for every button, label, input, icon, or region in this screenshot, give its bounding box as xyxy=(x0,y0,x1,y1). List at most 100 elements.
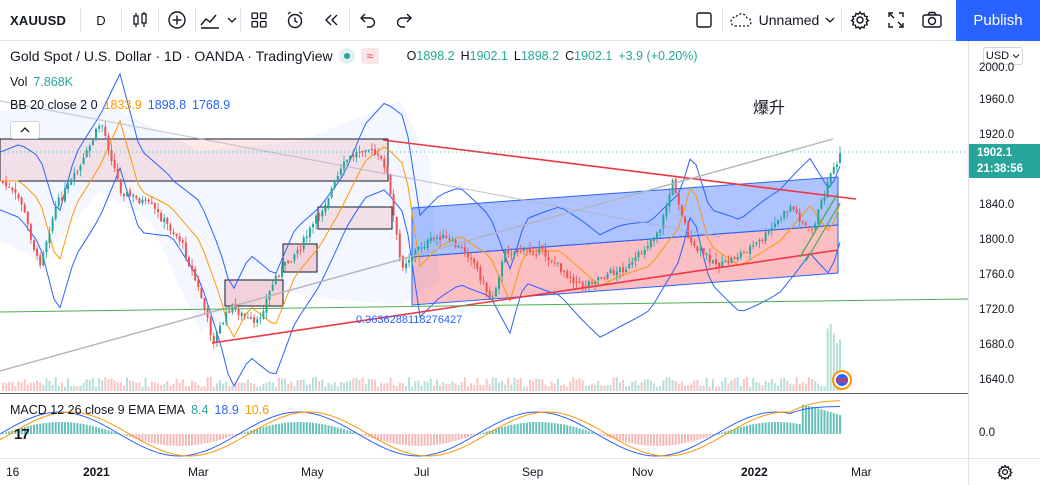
symbol-search-button[interactable]: XAUUSD xyxy=(10,12,67,28)
macd-histogram-bar xyxy=(79,423,82,434)
compare-symbol-button[interactable] xyxy=(159,0,195,41)
macd-histogram-bar xyxy=(203,434,206,444)
macd-histogram-bar xyxy=(622,434,624,442)
candle-body xyxy=(702,248,705,255)
volume-bar xyxy=(668,377,671,391)
time-tick: Mar xyxy=(188,465,209,479)
macd-signal-line[interactable] xyxy=(0,400,841,457)
bb-basis-line[interactable] xyxy=(0,119,841,339)
candle-body xyxy=(786,211,789,213)
volume-bar xyxy=(476,377,479,391)
symbol-legend[interactable]: Gold Spot / U.S. Dollar · 1D · OANDA · T… xyxy=(10,48,698,64)
candle-body xyxy=(488,290,491,299)
volume-bar xyxy=(727,383,730,391)
trendline-resistance[interactable] xyxy=(382,139,857,200)
chart-pane[interactable]: Gold Spot / U.S. Dollar · 1D · OANDA · T… xyxy=(0,41,968,458)
volume-bar xyxy=(814,381,817,391)
macd-histogram-bar xyxy=(463,434,466,439)
macd-histogram-bar xyxy=(346,430,349,434)
economic-event-icon[interactable] xyxy=(832,370,852,390)
channel-red-zone[interactable] xyxy=(411,224,839,306)
bb-lower-band[interactable] xyxy=(0,166,841,388)
volume-bar xyxy=(349,380,352,391)
box-drawing[interactable] xyxy=(317,206,393,230)
volume-bar xyxy=(163,384,166,391)
candle-body xyxy=(253,317,256,323)
interval-button[interactable]: D xyxy=(96,12,106,28)
fib-ratio-label[interactable]: 0.3636288118276427 xyxy=(356,314,463,326)
fullscreen-button[interactable] xyxy=(878,0,914,41)
macd-histogram-bar xyxy=(144,434,147,442)
macd-histogram-bar xyxy=(76,423,79,434)
macd-histogram-bar xyxy=(377,434,380,440)
indicators-button[interactable] xyxy=(196,0,240,41)
volume-bar xyxy=(175,378,178,391)
candle-body xyxy=(352,154,355,157)
macd-histogram-bar xyxy=(823,410,826,434)
volume-bar xyxy=(491,377,494,391)
bb-upper-band[interactable] xyxy=(0,72,841,290)
data-wave-icon: ≈ xyxy=(360,48,379,64)
trendline-gray-2[interactable] xyxy=(0,100,721,238)
box-drawing[interactable] xyxy=(282,243,318,273)
macd-histogram-bar xyxy=(529,422,531,434)
volume-bar xyxy=(482,385,485,391)
box-drawing[interactable] xyxy=(224,279,284,307)
volume-bar xyxy=(23,379,26,391)
horizontal-line-green[interactable] xyxy=(0,298,968,313)
price-chart[interactable] xyxy=(0,41,968,458)
settings-button[interactable] xyxy=(842,0,878,41)
chart-type-button[interactable] xyxy=(122,0,158,41)
macd-histogram-bar xyxy=(374,434,376,439)
volume-legend[interactable]: Vol 7.868K xyxy=(10,75,73,89)
macd-histogram-bar xyxy=(541,422,544,434)
macd-legend[interactable]: MACD 12 26 close 9 EMA EMA 8.4 18.9 10.6 xyxy=(10,403,269,417)
ohlc-open: 1898.2 xyxy=(416,49,455,63)
publish-button[interactable]: Publish xyxy=(956,0,1040,41)
macd-histogram-bar xyxy=(138,434,141,440)
macd-histogram-bar xyxy=(197,434,200,445)
volume-bar xyxy=(501,380,504,391)
layout-name-button[interactable]: Unnamed xyxy=(723,0,841,41)
snapshot-button[interactable] xyxy=(914,0,950,41)
layout-button[interactable] xyxy=(241,0,277,41)
candle-body xyxy=(327,198,330,207)
trendline-green[interactable] xyxy=(799,192,839,258)
macd-histogram-bar xyxy=(312,422,314,434)
redo-button[interactable] xyxy=(386,0,422,41)
macd-histogram-bar xyxy=(57,422,60,434)
macd-histogram-bar xyxy=(811,406,814,434)
macd-histogram-bar xyxy=(436,434,438,445)
macd-histogram-bar xyxy=(780,422,783,434)
candle-body xyxy=(54,206,57,219)
trendline-support[interactable] xyxy=(211,249,839,344)
macd-histogram-bar xyxy=(432,434,435,446)
macd-histogram-bar xyxy=(212,434,215,442)
currency-dropdown[interactable]: USD xyxy=(983,47,1023,65)
macd-histogram-bar xyxy=(26,426,29,434)
macd-histogram-bar xyxy=(761,422,764,434)
volume-bar xyxy=(141,386,144,391)
text-annotation[interactable]: 爆升 xyxy=(753,100,786,117)
chart-settings-button[interactable] xyxy=(968,458,1040,485)
macd-histogram-bar xyxy=(777,422,779,434)
fullscreen-layout-button[interactable] xyxy=(686,0,722,41)
price-scale[interactable]: USD 2000.01960.01920.01880.01840.01800.0… xyxy=(968,41,1040,458)
volume-bar xyxy=(67,378,70,391)
time-axis[interactable]: 16 2021 Mar May Jul Sep Nov 2022 Mar xyxy=(0,458,968,485)
macd-histogram-bar xyxy=(215,434,218,441)
macd-histogram-bar xyxy=(460,434,463,440)
volume-bar xyxy=(423,381,426,391)
candle-body xyxy=(665,206,668,216)
collapse-legend-button[interactable] xyxy=(10,121,40,139)
box-drawing[interactable] xyxy=(0,138,389,182)
trendline-gray[interactable] xyxy=(0,138,834,372)
undo-button[interactable] xyxy=(350,0,386,41)
tradingview-logo[interactable]: 17 xyxy=(14,426,30,443)
replay-button[interactable] xyxy=(313,0,349,41)
bb-legend[interactable]: BB 20 close 2 0 1833.9 1898.8 1768.9 xyxy=(10,98,230,112)
pane-separator[interactable] xyxy=(0,393,968,394)
alert-button[interactable] xyxy=(277,0,313,41)
trendline-green-2[interactable] xyxy=(805,202,841,262)
macd-histogram-bar xyxy=(519,423,522,434)
